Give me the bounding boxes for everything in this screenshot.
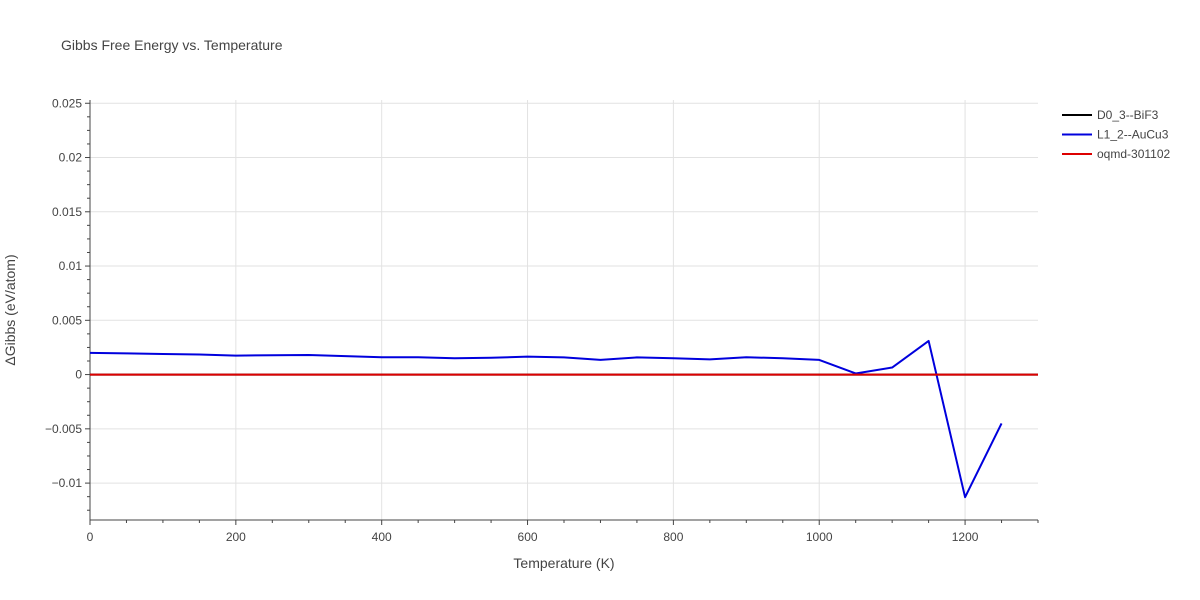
x-tick-label: 800 bbox=[663, 530, 683, 544]
legend-label: L1_2--AuCu3 bbox=[1097, 128, 1169, 142]
legend: D0_3--BiF3 L1_2--AuCu3 oqmd-301102 bbox=[1062, 108, 1170, 161]
y-tick-label: 0 bbox=[75, 368, 82, 382]
x-tick-label: 1200 bbox=[952, 530, 979, 544]
y-tick-label: −0.01 bbox=[52, 476, 83, 490]
series-line-L1_2--AuCu3 bbox=[89, 339, 1003, 499]
legend-label: D0_3--BiF3 bbox=[1097, 108, 1159, 122]
y-tick-labels: −0.01 −0.005 0 0.005 0.01 0.015 0.02 0.025 bbox=[45, 96, 82, 490]
y-tick-label: 0.025 bbox=[52, 96, 82, 110]
chart-title: Gibbs Free Energy vs. Temperature bbox=[61, 37, 283, 53]
x-axis-title: Temperature (K) bbox=[513, 555, 614, 571]
y-tick-label: 0.02 bbox=[59, 151, 83, 165]
series-lines bbox=[89, 339, 1038, 499]
legend-label: oqmd-301102 bbox=[1097, 147, 1170, 161]
y-tick-label: 0.015 bbox=[52, 205, 82, 219]
y-tick-label: 0.005 bbox=[52, 313, 82, 327]
x-tick-label: 0 bbox=[87, 530, 94, 544]
x-tick-label: 200 bbox=[226, 530, 246, 544]
grid bbox=[90, 100, 1038, 520]
x-tick-labels: 0 200 400 600 800 1000 1200 bbox=[87, 530, 979, 544]
x-tick-label: 600 bbox=[518, 530, 538, 544]
axes bbox=[85, 100, 1039, 525]
x-tick-label: 400 bbox=[372, 530, 392, 544]
y-tick-label: −0.005 bbox=[45, 422, 82, 436]
x-tick-label: 1000 bbox=[806, 530, 833, 544]
y-axis-title: ΔGibbs (eV/atom) bbox=[2, 254, 18, 365]
y-tick-label: 0.01 bbox=[59, 259, 83, 273]
